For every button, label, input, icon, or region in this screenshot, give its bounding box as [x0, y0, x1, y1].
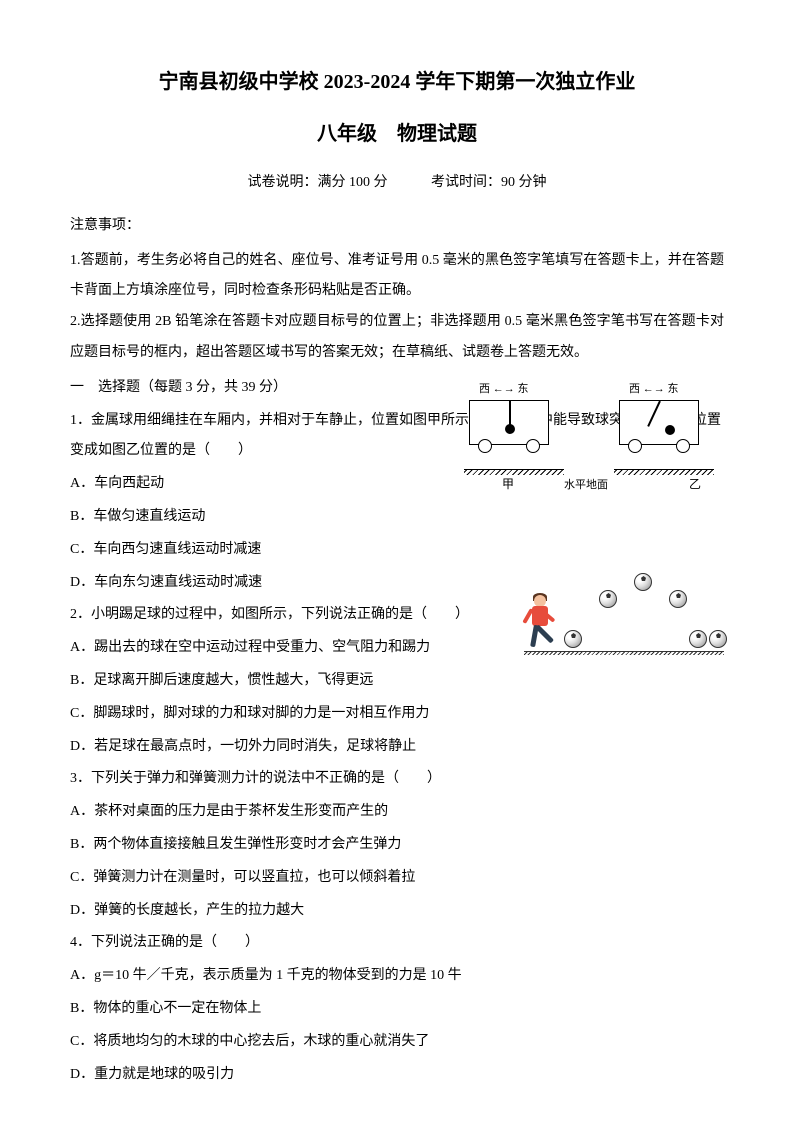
meta-score: 试卷说明：满分 100 分 — [248, 175, 388, 190]
label-jia: 甲 — [502, 471, 514, 497]
dir-west-1: 西 ←→ 东 — [479, 377, 529, 401]
cart-jia — [469, 400, 549, 445]
ball-icon — [669, 590, 687, 608]
q1-b: B．车做匀速直线运动 — [70, 502, 724, 533]
q2-d: D．若足球在最高点时，一切外力同时消失，足球将静止 — [70, 732, 724, 763]
player-icon — [524, 595, 564, 655]
ball-icon — [599, 590, 617, 608]
label-yi: 乙 — [689, 471, 701, 497]
q3-c: C．弹簧测力计在测量时，可以竖直拉，也可以倾斜着拉 — [70, 863, 724, 894]
q3-stem: 3．下列关于弹力和弹簧测力计的说法中不正确的是（ ） — [70, 764, 724, 795]
title-sub: 八年级 物理试题 — [70, 112, 724, 156]
q3-b: B．两个物体直接接触且发生弹性形变时才会产生弹力 — [70, 830, 724, 861]
title-main: 宁南县初级中学校 2023-2024 学年下期第一次独立作业 — [70, 60, 724, 104]
q3-a: A．茶杯对桌面的压力是由于茶杯发生形变而产生的 — [70, 797, 724, 828]
figure-football — [524, 565, 724, 665]
q2-b: B．足球离开脚后速度越大，惯性越大，飞得更远 — [70, 666, 724, 697]
q4-stem: 4．下列说法正确的是（ ） — [70, 928, 724, 959]
figure-pendulum: 西 ←→ 东 甲 西 ←→ 东 乙 水平地面 — [464, 395, 724, 495]
notice-item-1: 1.答题前，考生务必将自己的姓名、座位号、准考证号用 0.5 毫米的黑色签字笔填… — [70, 246, 724, 308]
q2-c: C．脚踢球时，脚对球的力和球对脚的力是一对相互作用力 — [70, 699, 724, 730]
ball-icon — [634, 573, 652, 591]
q4-c: C．将质地均匀的木球的中心挖去后，木球的重心就消失了 — [70, 1027, 724, 1058]
label-ground: 水平地面 — [564, 473, 608, 497]
cart-yi — [619, 400, 699, 445]
q4-b: B．物体的重心不一定在物体上 — [70, 994, 724, 1025]
q4-d: D．重力就是地球的吸引力 — [70, 1060, 724, 1091]
notice-item-2: 2.选择题使用 2B 铅笔涂在答题卡对应题目标号的位置上；非选择题用 0.5 毫… — [70, 307, 724, 369]
ball-icon — [689, 630, 707, 648]
q1-c: C．车向西匀速直线运动时减速 — [70, 535, 724, 566]
dir-west-2: 西 ←→ 东 — [629, 377, 679, 401]
q3-d: D．弹簧的长度越长，产生的拉力越大 — [70, 896, 724, 927]
notice-header: 注意事项： — [70, 211, 724, 242]
meta-line: 试卷说明：满分 100 分 考试时间：90 分钟 — [70, 168, 724, 199]
meta-time: 考试时间：90 分钟 — [431, 175, 547, 190]
q4-a: A．g＝10 牛／千克，表示质量为 1 千克的物体受到的力是 10 牛 — [70, 961, 724, 992]
ball-icon — [564, 630, 582, 648]
ball-icon — [709, 630, 727, 648]
